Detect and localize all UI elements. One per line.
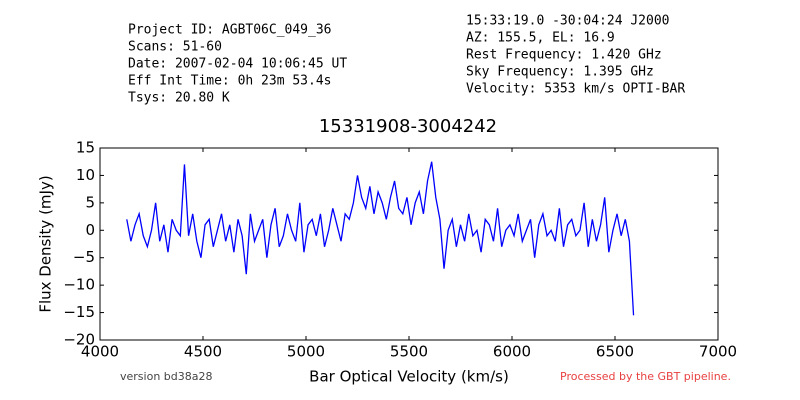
y-tick-label: 5 — [85, 193, 95, 211]
header-line: Sky Frequency: 1.395 GHz — [466, 65, 654, 80]
y-tick-label: −15 — [63, 303, 95, 321]
spectrum-line — [126, 161, 635, 316]
x-tick-label: 6000 — [493, 343, 531, 361]
x-tick-label: 7000 — [699, 343, 737, 361]
footer-version: version bd38a28 — [120, 370, 213, 383]
header-line: Rest Frequency: 1.420 GHz — [466, 48, 662, 63]
y-tick-label: 0 — [85, 221, 95, 239]
y-axis-label: Flux Density (mJy) — [37, 175, 55, 312]
x-tick-label: 4000 — [81, 343, 119, 361]
y-tick-label: −20 — [63, 331, 95, 349]
x-axis-label: Bar Optical Velocity (km/s) — [309, 368, 509, 386]
x-tick-label: 5500 — [390, 343, 428, 361]
header-line: Tsys: 20.80 K — [128, 91, 230, 106]
footer-pipeline: Processed by the GBT pipeline. — [560, 370, 731, 383]
y-tick-label: −5 — [73, 248, 95, 266]
header-line: Eff Int Time: 0h 23m 53.4s — [128, 74, 332, 89]
x-tick-label: 4500 — [184, 343, 222, 361]
header-line: AZ: 155.5, EL: 16.9 — [466, 31, 615, 46]
header-line: Project ID: AGBT06C_049_36 — [128, 23, 332, 38]
header-line: 15:33:19.0 -30:04:24 J2000 — [466, 14, 670, 29]
header-line: Velocity: 5353 km/s OPTI-BAR — [466, 82, 685, 97]
header-line: Date: 2007-02-04 10:06:45 UT — [128, 57, 347, 72]
y-tick-label: −10 — [63, 276, 95, 294]
header-line: Scans: 51-60 — [128, 40, 222, 55]
y-tick-label: 10 — [76, 166, 95, 184]
chart-title: 15331908-3004242 — [319, 116, 497, 137]
x-tick-label: 6500 — [596, 343, 634, 361]
x-tick-label: 5000 — [287, 343, 325, 361]
y-tick-label: 15 — [76, 139, 95, 157]
